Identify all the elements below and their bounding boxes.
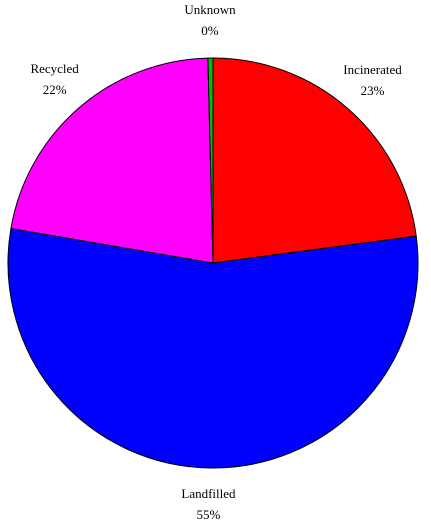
pie-slice xyxy=(7,227,419,469)
pie-slice xyxy=(10,57,214,264)
slice-value-label: 0% xyxy=(201,23,219,38)
slice-label: Recycled xyxy=(30,61,79,76)
slice-value-label: 23% xyxy=(361,83,385,98)
slice-label: Landfilled xyxy=(181,486,236,501)
slice-value-label: 22% xyxy=(43,82,67,97)
slice-label: Unknown xyxy=(184,2,236,17)
pie-slice xyxy=(207,57,214,264)
pie-slice xyxy=(212,57,417,264)
slice-label: Incinerated xyxy=(343,62,402,77)
slice-value-label: 55% xyxy=(197,507,221,522)
